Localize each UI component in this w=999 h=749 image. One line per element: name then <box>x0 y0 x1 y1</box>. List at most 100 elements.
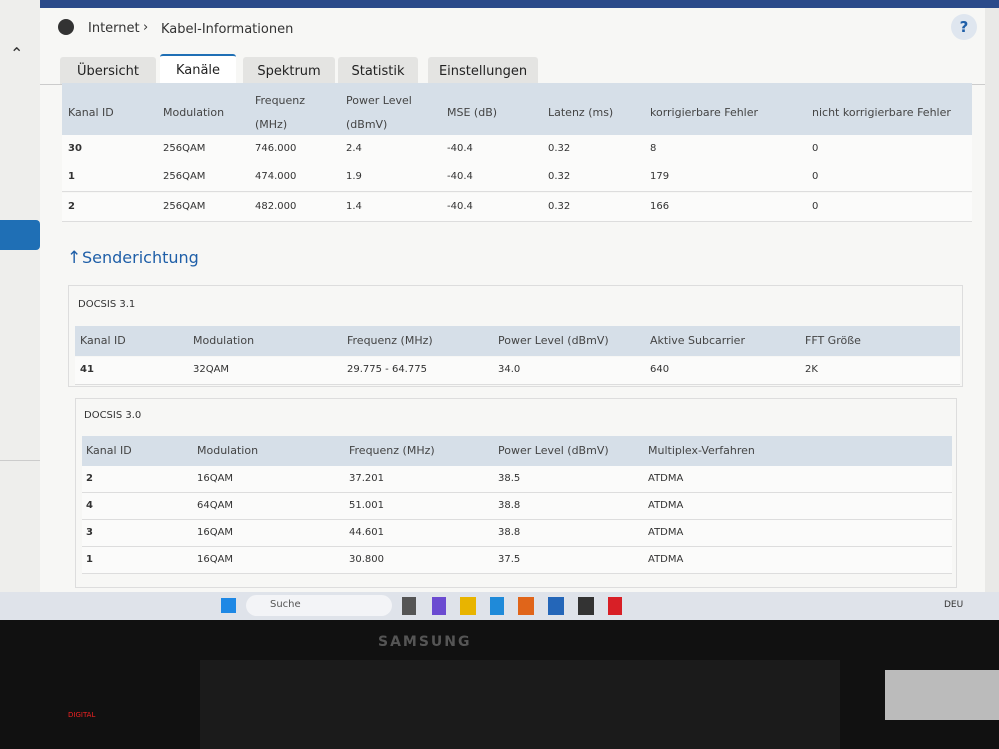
cell: 179 <box>650 170 670 182</box>
tab-label[interactable]: Einstellungen <box>438 64 528 79</box>
cell: 38.8 <box>498 526 521 538</box>
cell: 41 <box>80 364 94 375</box>
table-header <box>62 83 972 142</box>
cell: 474.000 <box>255 170 297 182</box>
cell: ATDMA <box>648 526 684 538</box>
cell: 3 <box>86 526 93 538</box>
tab-label[interactable]: Statistik <box>351 64 405 79</box>
monitor-brand: SAMSUNG <box>378 634 472 650</box>
column-header: Frequenz (MHz) <box>349 444 435 457</box>
column-header: Latenz (ms) <box>548 105 614 119</box>
cell: 2.4 <box>346 142 362 154</box>
table-row <box>82 493 952 520</box>
column-header: Power Level (dBmV) <box>498 444 609 457</box>
tab-label[interactable]: Übersicht <box>77 64 139 79</box>
cell: 1 <box>86 553 93 565</box>
cell: 4 <box>86 499 93 511</box>
table-row <box>62 135 972 164</box>
help-button[interactable]: ? <box>951 14 977 40</box>
cell: 38.5 <box>498 472 521 484</box>
column-header: Kanal ID <box>86 444 132 457</box>
table-row <box>75 357 960 385</box>
cell: 256QAM <box>163 170 206 182</box>
tab[interactable] <box>60 57 156 84</box>
taskbar: Suche DEU <box>0 592 999 620</box>
cell: 8 <box>650 142 657 154</box>
cell: 16QAM <box>197 526 234 538</box>
tab[interactable] <box>338 57 418 84</box>
cell: 2 <box>86 472 93 484</box>
cell: -40.4 <box>447 170 473 182</box>
cell: 746.000 <box>255 142 297 154</box>
breadcrumb-item: Kabel-Informationen <box>161 22 294 37</box>
cell: 51.001 <box>349 499 384 511</box>
cell: 482.000 <box>255 200 297 212</box>
globe-icon <box>58 19 74 35</box>
table-row <box>62 163 972 192</box>
cell: 0.32 <box>548 142 571 154</box>
taskbar-apps[interactable] <box>402 597 628 615</box>
cell: 256QAM <box>163 142 206 154</box>
cell: ATDMA <box>648 472 684 484</box>
search-text: Suche <box>270 599 301 610</box>
tab-label[interactable]: Spektrum <box>257 64 321 79</box>
top-strip <box>40 0 999 8</box>
cell: 32QAM <box>193 364 230 375</box>
table-row <box>82 547 952 574</box>
tab-label[interactable]: Kanäle <box>175 63 221 78</box>
cell: 0 <box>812 200 819 212</box>
search-box[interactable] <box>246 595 392 616</box>
cell: 2 <box>68 200 75 212</box>
cell: 38.8 <box>498 499 521 511</box>
cell: 34.0 <box>498 364 521 375</box>
tab[interactable] <box>243 57 335 84</box>
cell: -40.4 <box>447 200 473 212</box>
cell: 29.775 - 64.775 <box>347 364 427 375</box>
sidebar-active[interactable] <box>0 220 40 250</box>
column-header: nicht korrigierbare Fehler <box>812 105 951 119</box>
desk-object <box>885 670 999 720</box>
column-header: Power Level (dBmV) <box>498 334 609 347</box>
box-label: DOCSIS 3.1 <box>78 299 136 310</box>
section-arrow: ↑ <box>67 248 82 268</box>
cell: 1.4 <box>346 200 362 212</box>
stand-base <box>200 660 840 749</box>
cell: 64QAM <box>197 499 234 511</box>
column-header: Power Level (dBmV) <box>346 93 412 131</box>
table-row <box>82 520 952 547</box>
table-row <box>82 466 952 493</box>
column-header: Frequenz (MHz) <box>347 334 433 347</box>
cell: 0.32 <box>548 170 571 182</box>
sidebar <box>0 0 40 592</box>
cell: 166 <box>650 200 670 212</box>
column-header: Frequenz (MHz) <box>255 93 306 131</box>
table-header <box>82 436 952 466</box>
cell: ATDMA <box>648 553 684 565</box>
start-button[interactable] <box>221 598 236 613</box>
column-header: FFT Größe <box>805 334 861 347</box>
cell: 0 <box>812 142 819 154</box>
box-label: DOCSIS 3.0 <box>84 410 142 421</box>
cell: 2K <box>805 364 818 375</box>
table-row <box>62 193 972 222</box>
cell: 0.32 <box>548 200 571 212</box>
sidebar-line <box>0 460 52 461</box>
column-header: Modulation <box>193 334 255 347</box>
language[interactable]: DEU <box>944 600 964 610</box>
monitor-indicator: DIGITAL <box>68 711 96 719</box>
cell: 256QAM <box>163 200 206 212</box>
box-docsis31 <box>68 285 963 387</box>
cell: 16QAM <box>197 472 234 484</box>
cell: 1.9 <box>346 170 362 182</box>
cell: ATDMA <box>648 499 684 511</box>
breadcrumb-item[interactable]: Internet <box>88 21 140 36</box>
cell: 1 <box>68 170 75 182</box>
cell: 0 <box>812 170 819 182</box>
screen: ⌃ Internet › Kabel-Informationen ? ↑ Sen… <box>0 0 999 620</box>
column-header: Modulation <box>163 105 225 119</box>
tab[interactable] <box>428 57 538 84</box>
breadcrumb-sep: › <box>143 20 149 35</box>
column-header: Kanal ID <box>68 105 114 119</box>
tab[interactable] <box>160 54 236 85</box>
collapse-icon[interactable]: ⌃ <box>10 44 24 63</box>
